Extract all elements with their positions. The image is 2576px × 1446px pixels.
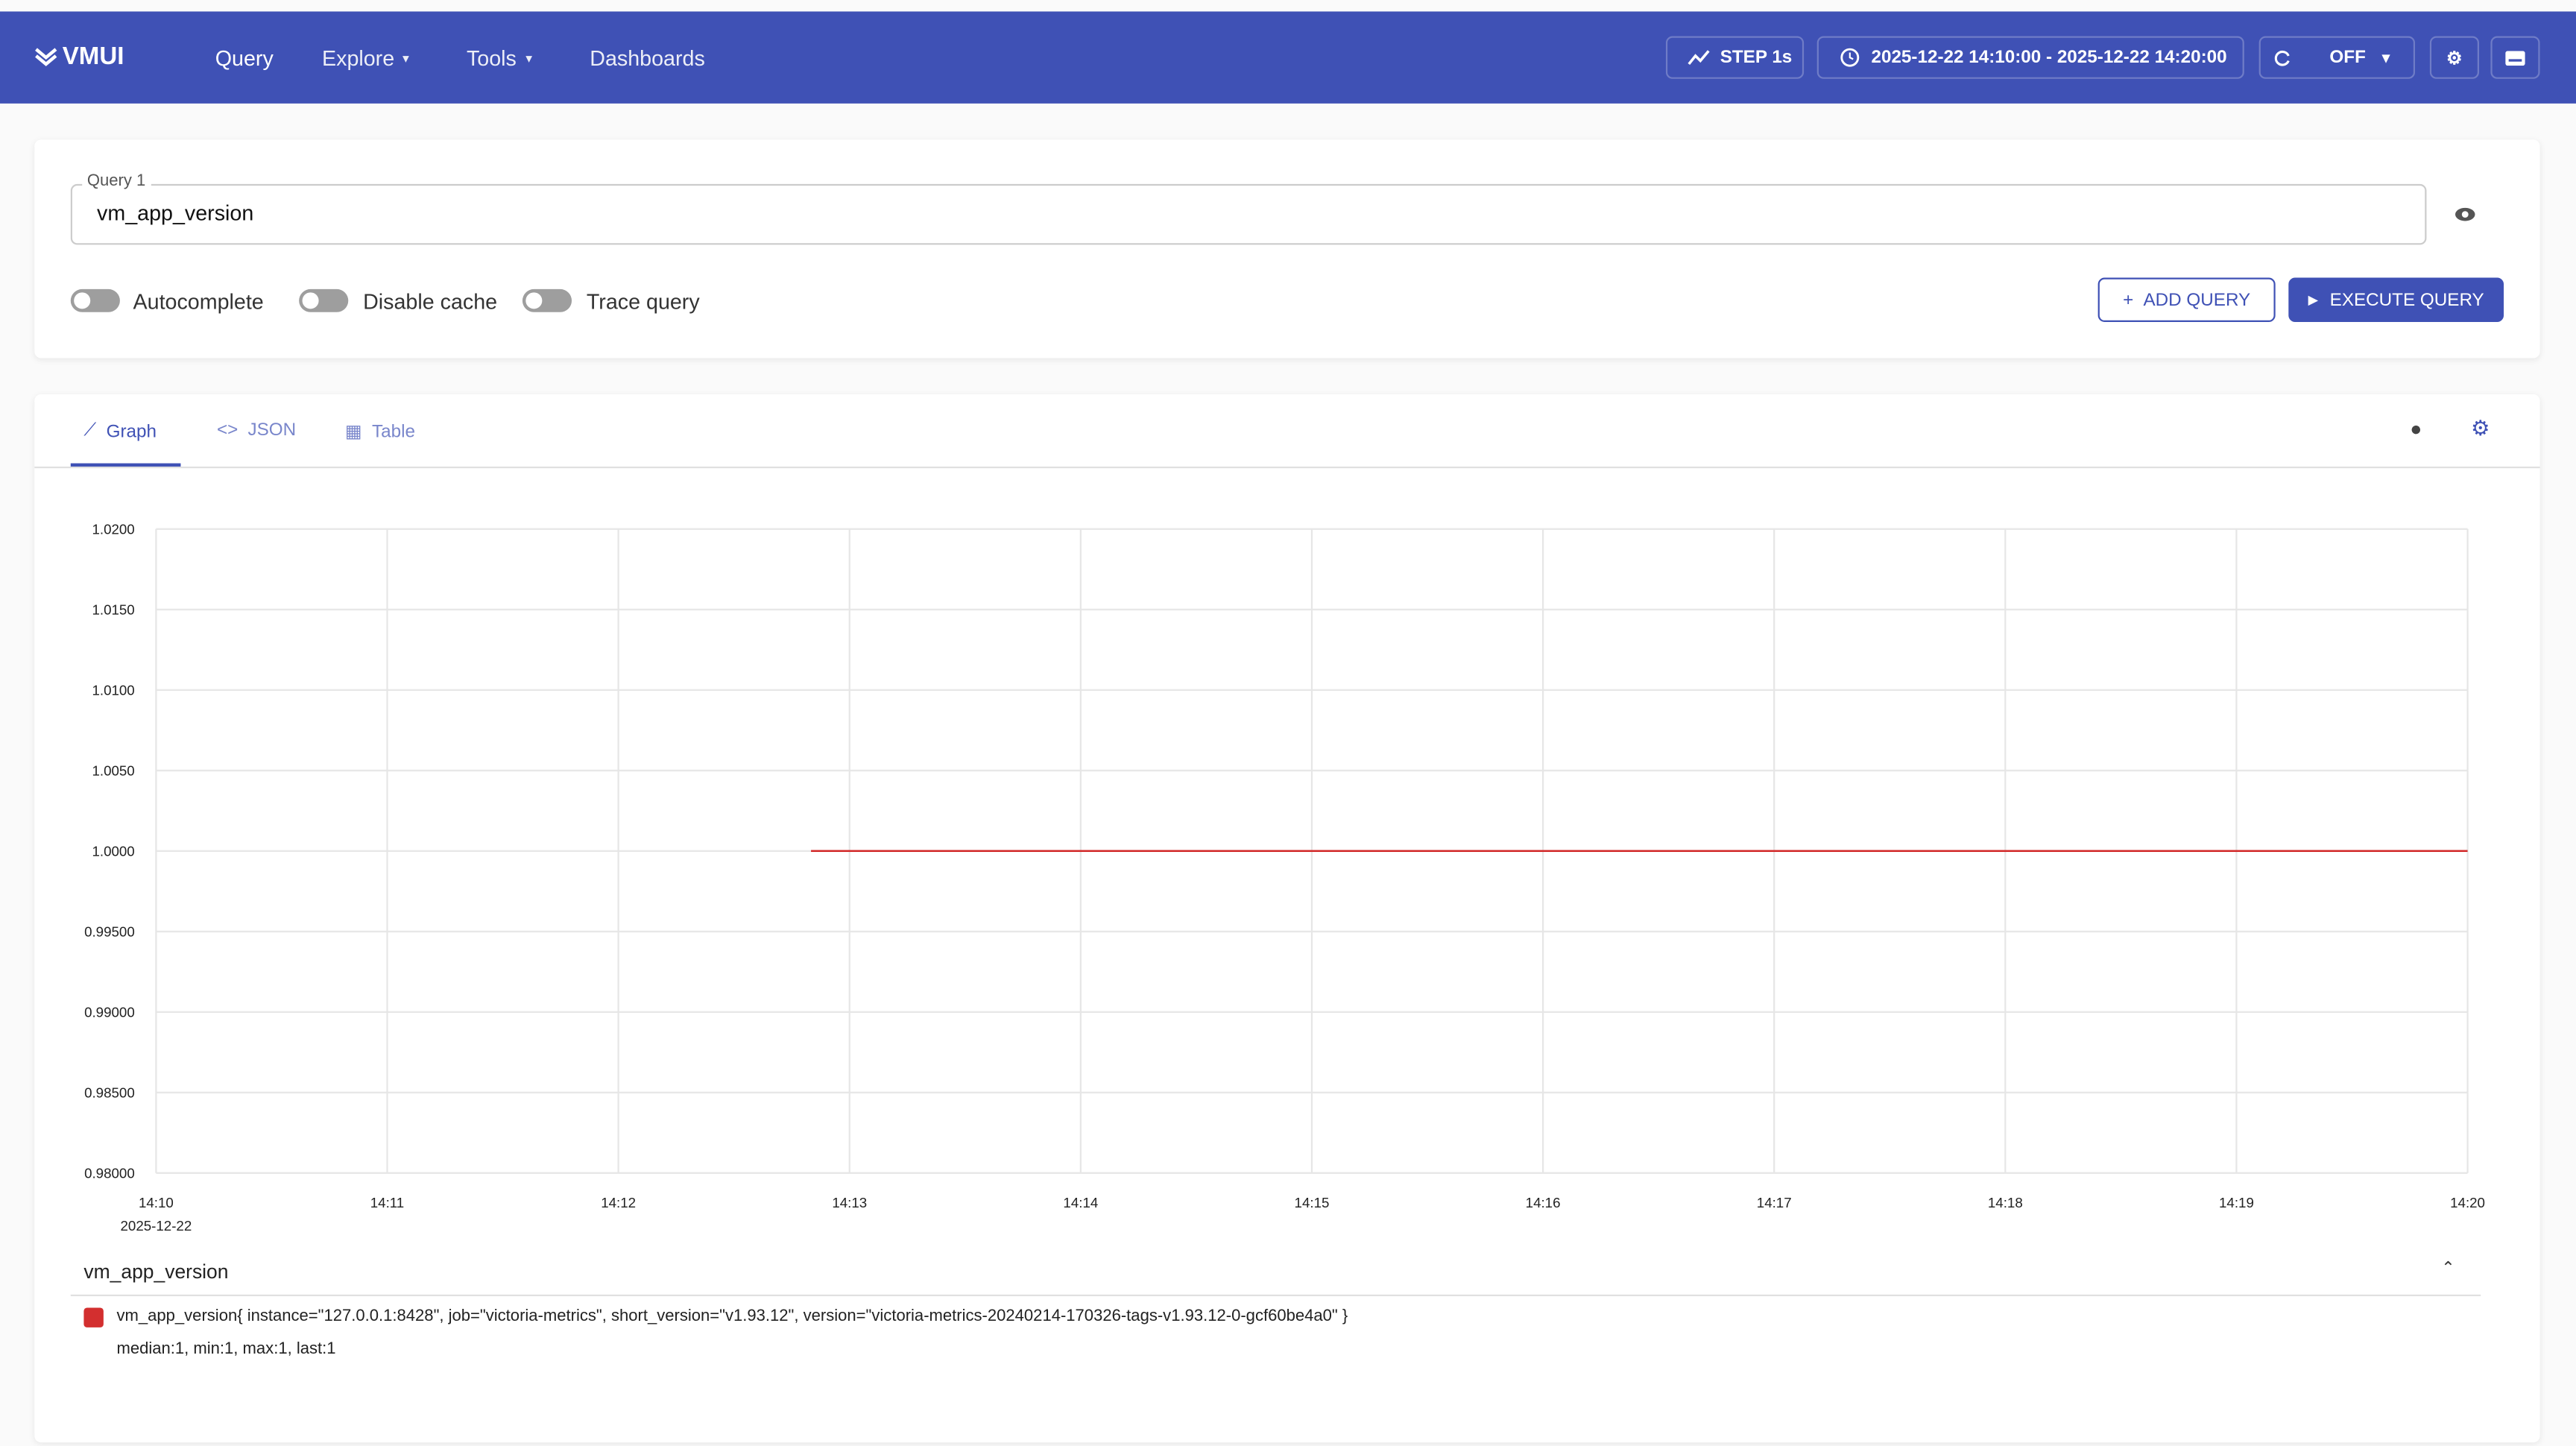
add-query-button[interactable]: + ADD QUERY: [2097, 277, 2276, 323]
button-label: ADD QUERY: [2143, 290, 2251, 310]
x-tick-label: 14:10: [139, 1195, 174, 1210]
legend-group-title: vm_app_version: [83, 1260, 229, 1284]
graph-card: [34, 394, 2540, 1443]
step-icon: [1688, 50, 1710, 66]
x-tick-label: 14:17: [1757, 1195, 1792, 1210]
y-tick-label: 1.0050: [92, 763, 134, 778]
toggle[interactable]: [522, 288, 572, 312]
graph-settings-icon[interactable]: ⚙: [2470, 415, 2490, 441]
step-label: STEP 1s: [1720, 47, 1793, 68]
refresh-icon: [2274, 50, 2290, 66]
nav-item[interactable]: Dashboards: [590, 45, 705, 71]
nav-item[interactable]: Query: [215, 45, 274, 71]
eye-icon[interactable]: [2455, 207, 2476, 222]
y-tick-label: 1.0000: [92, 843, 134, 859]
legend-entry[interactable]: vm_app_version{ instance="127.0.0.1:8428…: [116, 1307, 1348, 1326]
code-icon: <>: [216, 420, 239, 441]
time-range: 2025-12-22 14:10:00 - 2025-12-22 14:20:0…: [1871, 47, 2227, 68]
y-tick-label: 0.99500: [84, 924, 135, 939]
play-icon: ▶: [2308, 292, 2319, 308]
toggle-label: Disable cache: [363, 288, 498, 314]
y-tick-label: 0.98000: [84, 1165, 135, 1181]
nav-item[interactable]: Explore: [322, 45, 395, 71]
x-tick-label: 14:18: [1988, 1195, 2023, 1210]
execute-query-button[interactable]: ▶ EXECUTE QUERY: [2288, 277, 2504, 323]
tab[interactable]: ⟋ Graph: [83, 420, 157, 442]
refresh-label: OFF: [2329, 47, 2366, 68]
step-button[interactable]: STEP 1s: [1665, 36, 1805, 79]
y-tick-label: 1.0100: [92, 682, 134, 698]
button-label: EXECUTE QUERY: [2329, 290, 2484, 310]
legend-swatch[interactable]: [83, 1307, 104, 1327]
dropdown-arrow: ▾: [2381, 48, 2390, 66]
tab-indicator: [70, 463, 181, 467]
keyboard-button[interactable]: [2490, 36, 2540, 79]
y-tick-label: 1.0150: [92, 602, 134, 617]
toggle-label: Autocomplete: [133, 288, 264, 314]
tab-divider: [34, 466, 2540, 469]
tab[interactable]: <> JSON: [217, 420, 296, 440]
legend-divider: [70, 1294, 2481, 1297]
y-tick-label: 0.99000: [84, 1004, 135, 1020]
keyboard-icon: [2505, 50, 2525, 66]
tab[interactable]: ▦ Table: [345, 420, 415, 442]
x-tick-label: 14:20: [2450, 1195, 2485, 1210]
x-tick-label: 14:19: [2219, 1195, 2254, 1210]
time-range-button[interactable]: 2025-12-22 14:10:00 - 2025-12-22 14:20:0…: [1816, 36, 2244, 79]
x-date-label: 2025-12-22: [121, 1218, 192, 1234]
x-tick-label: 14:12: [601, 1195, 636, 1210]
query-label: Query 1: [82, 172, 151, 191]
tab-label: Table: [372, 421, 415, 441]
x-tick-label: 14:13: [832, 1195, 867, 1210]
header: [0, 11, 2576, 104]
y-tick-label: 1.0200: [92, 521, 134, 537]
x-tick-label: 14:16: [1526, 1195, 1561, 1210]
logo: VMUI: [62, 42, 124, 71]
x-tick-label: 14:14: [1063, 1195, 1098, 1210]
plus-icon: +: [2123, 290, 2134, 310]
toggle[interactable]: [70, 288, 120, 312]
clock-icon: [1840, 48, 1860, 67]
logo-icon: [35, 48, 57, 66]
dropdown-arrow: ▾: [402, 51, 409, 66]
tab-label: Graph: [106, 421, 157, 441]
legend-stats: median:1, min:1, max:1, last:1: [116, 1340, 336, 1359]
y-tick-label: 0.98500: [84, 1084, 135, 1100]
query-input[interactable]: [70, 183, 2427, 245]
x-tick-label: 14:11: [370, 1195, 404, 1210]
tab-label: JSON: [247, 420, 297, 441]
collapse-icon[interactable]: ⌃: [2441, 1260, 2455, 1278]
settings-button[interactable]: ⚙: [2429, 36, 2479, 79]
toggle[interactable]: [299, 288, 349, 312]
dropdown-arrow: ▾: [525, 51, 533, 66]
x-tick-label: 14:15: [1295, 1195, 1330, 1210]
tips-icon[interactable]: ●: [2410, 417, 2422, 441]
nav-item[interactable]: Tools: [466, 45, 517, 71]
toggle-label: Trace query: [586, 288, 700, 314]
graph-icon: ⟋: [83, 420, 97, 441]
refresh-button[interactable]: OFF ▾: [2258, 36, 2416, 79]
table-icon: ▦: [344, 422, 362, 442]
query-expression: vm_app_version: [97, 200, 254, 225]
